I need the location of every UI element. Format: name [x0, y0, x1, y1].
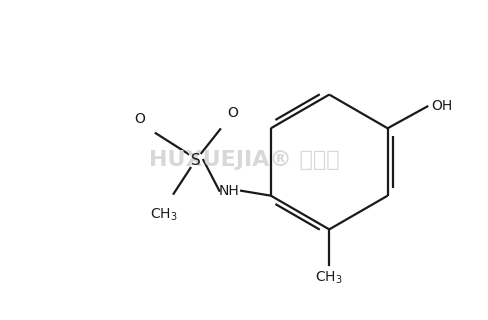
Text: OH: OH — [431, 100, 452, 114]
Text: HUXUEJIA® 化学加: HUXUEJIA® 化学加 — [149, 150, 339, 170]
Text: CH$_3$: CH$_3$ — [150, 207, 178, 223]
Text: O: O — [134, 112, 145, 126]
Text: NH: NH — [219, 184, 239, 198]
Text: CH$_3$: CH$_3$ — [315, 270, 343, 286]
Text: S: S — [190, 153, 200, 167]
Text: O: O — [227, 106, 238, 120]
